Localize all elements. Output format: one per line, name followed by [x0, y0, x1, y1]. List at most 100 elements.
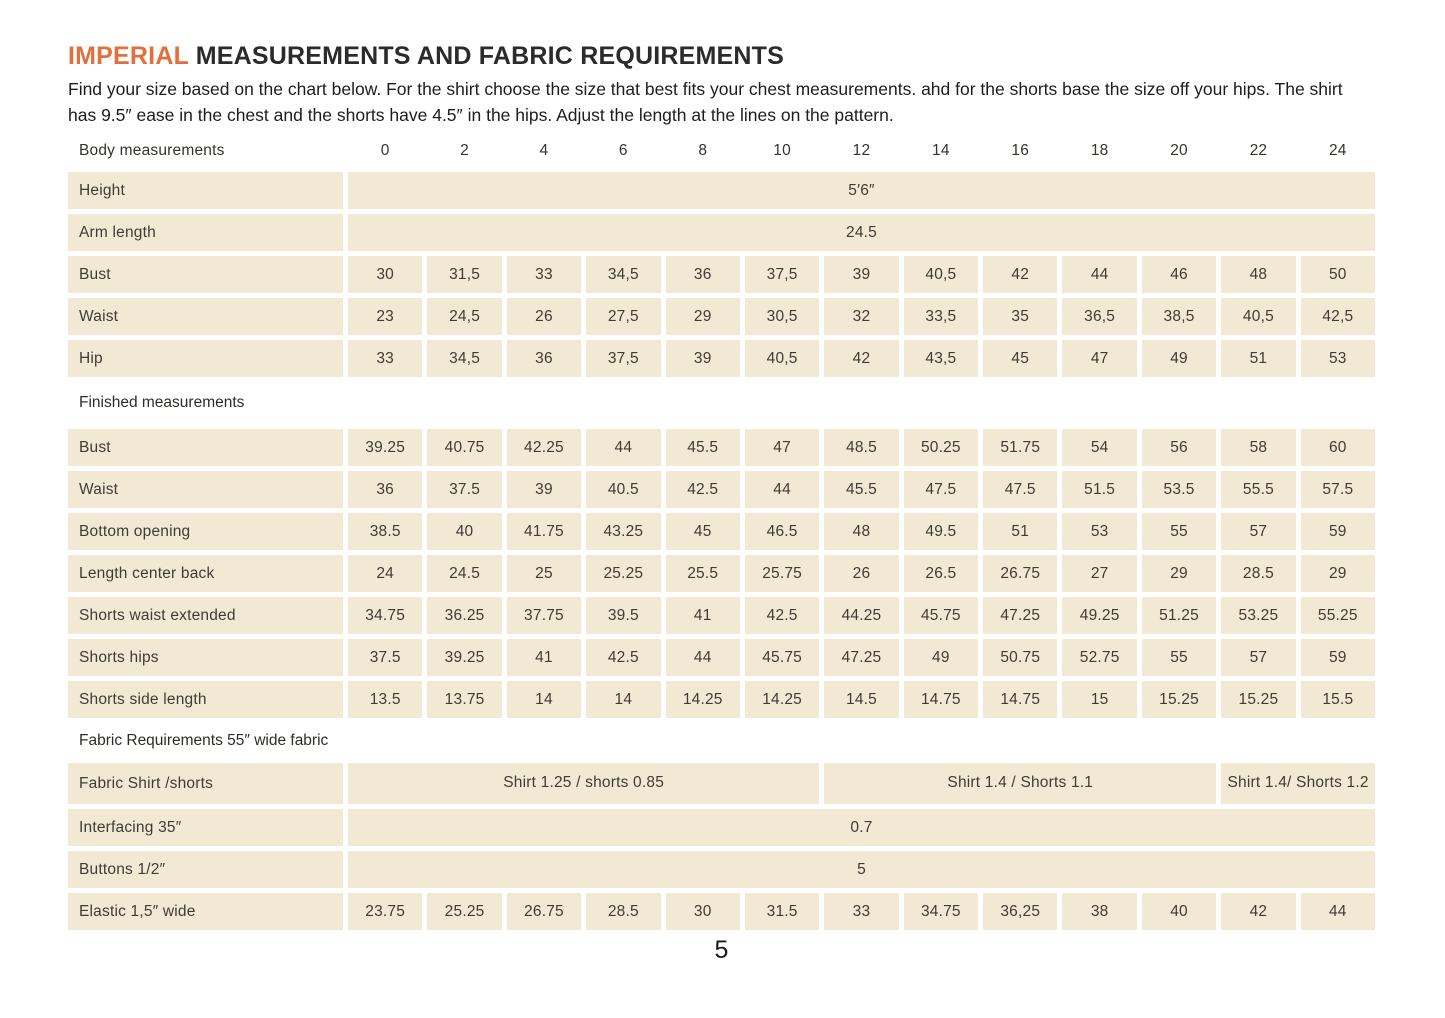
- measurement-cell: 14.25: [665, 681, 740, 718]
- measurement-cell: 40,5: [1221, 298, 1296, 335]
- measurement-cell: 26.5: [903, 555, 979, 592]
- measurement-cell: 42.5: [744, 597, 820, 634]
- measurement-cell: 42.25: [506, 429, 582, 466]
- measurement-cell: 39.25: [427, 639, 502, 676]
- table-row: Body measurements 0 2 4 6 8 10 12 14 16 18 20 22 24: [68, 138, 1375, 164]
- table-row: Interfacing 35″ 0.7: [68, 809, 1375, 846]
- size-column-header: 12: [852, 142, 871, 159]
- measurement-cell: 55.25: [1300, 597, 1375, 634]
- merged-value-cell: 24.5: [348, 214, 1375, 251]
- measurement-cell: 49: [1141, 340, 1217, 377]
- measurement-cell: 40,5: [903, 256, 979, 293]
- size-column-header: 16: [1011, 142, 1030, 159]
- measurement-cell: 23.75: [348, 893, 423, 930]
- row-label: Shorts side length: [68, 681, 343, 718]
- measurement-cell: 36: [665, 256, 740, 293]
- measurement-cell: 30,5: [744, 298, 820, 335]
- measurement-cell: 14: [506, 681, 582, 718]
- measurement-cell: 25.5: [665, 555, 740, 592]
- measurement-cell: 14.5: [824, 681, 899, 718]
- measurement-cell: 52.75: [1062, 639, 1137, 676]
- size-column-header: 8: [698, 142, 708, 159]
- table-row: Bust 39.25 40.75 42.25 44 45.5 47 48.5 50.25 51.7…: [68, 429, 1375, 466]
- measurement-cell: 41: [506, 639, 582, 676]
- measurement-cell: 26.75: [506, 893, 582, 930]
- measurement-cell: 28.5: [586, 893, 661, 930]
- table-row: Height 5′6″: [68, 172, 1375, 209]
- measurement-cell: 37.5: [348, 639, 423, 676]
- measurement-cell: 39.25: [348, 429, 423, 466]
- page-title: IMPERIAL MEASUREMENTS AND FABRIC REQUIRE…: [68, 42, 1375, 70]
- size-column-header: 4: [539, 142, 549, 159]
- row-label: Elastic 1,5″ wide: [68, 893, 343, 930]
- measurement-cell: 31.5: [744, 893, 820, 930]
- title-rest: MEASUREMENTS AND FABRIC REQUIREMENTS: [188, 42, 784, 70]
- measurement-cell: 28.5: [1221, 555, 1296, 592]
- measurement-cell: 58: [1221, 429, 1296, 466]
- measurement-cell: 42: [824, 340, 899, 377]
- measurement-cell: 24,5: [427, 298, 502, 335]
- measurement-cell: 37,5: [744, 256, 820, 293]
- measurement-cell: 37.5: [427, 471, 502, 508]
- table-row: Arm length 24.5: [68, 214, 1375, 251]
- measurement-cell: 47.5: [903, 471, 979, 508]
- size-column-header: 10: [773, 142, 791, 159]
- measurement-cell: 29: [1141, 555, 1217, 592]
- measurement-cell: 34.75: [903, 893, 979, 930]
- measurement-cell: 27: [1062, 555, 1137, 592]
- row-label: Fabric Shirt /shorts: [68, 763, 343, 804]
- merged-value-cell: 5′6″: [348, 172, 1375, 209]
- measurement-cell: 33,5: [903, 298, 979, 335]
- measurement-cell: 47.5: [983, 471, 1058, 508]
- row-label: Shorts hips: [68, 639, 343, 676]
- measurement-cell: 53.5: [1141, 471, 1217, 508]
- measurement-cell: 23: [348, 298, 423, 335]
- merged-value-cell: Shirt 1.4/ Shorts 1.2: [1221, 763, 1375, 804]
- merged-value-cell: Shirt 1.4 / Shorts 1.1: [824, 763, 1217, 804]
- measurement-cell: 31,5: [427, 256, 502, 293]
- measurement-cell: 57: [1221, 513, 1296, 550]
- measurement-cell: 47: [744, 429, 820, 466]
- row-label: Shorts waist extended: [68, 597, 343, 634]
- measurement-cell: 24.5: [427, 555, 502, 592]
- measurement-cell: 46: [1141, 256, 1217, 293]
- measurement-cell: 39: [824, 256, 899, 293]
- measurement-cell: 37,5: [586, 340, 661, 377]
- measurement-cell: 45.75: [744, 639, 820, 676]
- size-column-header: 2: [460, 142, 469, 159]
- measurement-cell: 44: [586, 429, 661, 466]
- measurement-cell: 30: [348, 256, 423, 293]
- measurement-cell: 51: [983, 513, 1058, 550]
- measurement-cell: 30: [665, 893, 740, 930]
- measurement-cell: 14.75: [983, 681, 1058, 718]
- measurement-cell: 59: [1300, 513, 1375, 550]
- measurement-cell: 33: [824, 893, 899, 930]
- measurement-cell: 47.25: [983, 597, 1058, 634]
- merged-value-cell: Shirt 1.25 / shorts 0.85: [348, 763, 820, 804]
- size-column-header: 14: [932, 142, 950, 159]
- measurement-cell: 51.5: [1062, 471, 1137, 508]
- measurement-cell: 45.5: [665, 429, 740, 466]
- intro-paragraph: Find your size based on the chart below.…: [68, 79, 1343, 125]
- measurement-cell: 25.25: [427, 893, 502, 930]
- measurement-cell: 33: [506, 256, 582, 293]
- measurement-cell: 25.75: [744, 555, 820, 592]
- measurement-cell: 51.75: [983, 429, 1058, 466]
- measurement-cell: 49: [903, 639, 979, 676]
- page-number: 5: [714, 936, 729, 964]
- section-title: Finished measurements: [79, 394, 245, 411]
- measurement-cell: 15.5: [1300, 681, 1375, 718]
- measurement-cell: 35: [983, 298, 1058, 335]
- measurement-cell: 39.5: [586, 597, 661, 634]
- measurement-cell: 34,5: [427, 340, 502, 377]
- measurement-cell: 39: [506, 471, 582, 508]
- measurement-cell: 48: [824, 513, 899, 550]
- measurement-cell: 55: [1141, 513, 1217, 550]
- measurement-cell: 37.75: [506, 597, 582, 634]
- measurement-cell: 40: [1141, 893, 1217, 930]
- measurement-cell: 49.5: [903, 513, 979, 550]
- row-label: Bust: [68, 429, 343, 466]
- measurement-cell: 41: [665, 597, 740, 634]
- measurement-cell: 27,5: [586, 298, 661, 335]
